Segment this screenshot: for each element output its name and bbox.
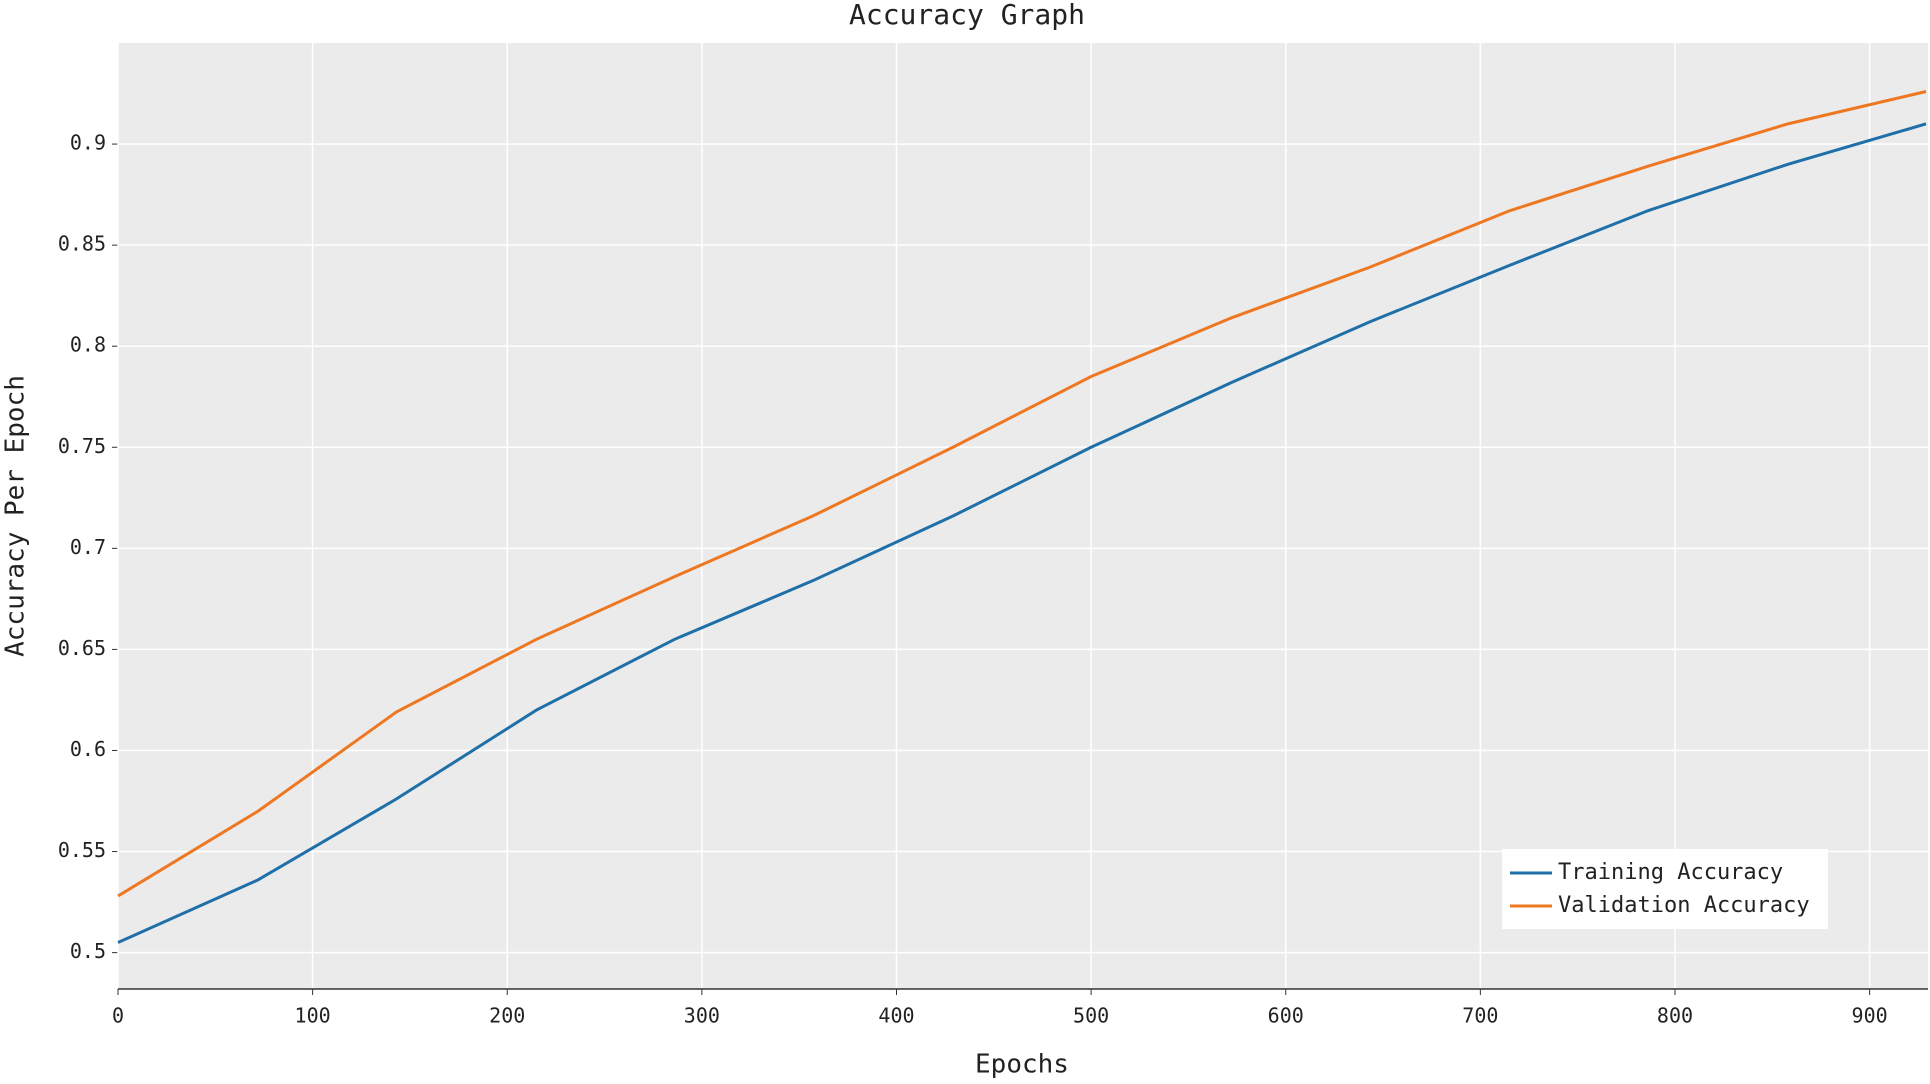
y-axis-label: Accuracy Per Epoch [1,375,31,657]
legend-label: Training Accuracy [1558,860,1783,885]
x-tick-label: 0 [112,1004,124,1028]
legend-box [1502,849,1828,929]
chart-title: Accuracy Graph [849,0,1085,31]
y-tick-label: 0.75 [58,434,106,458]
y-tick-label: 0.6 [70,737,106,761]
y-tick-label: 0.9 [70,131,106,155]
y-tick-label: 0.85 [58,232,106,256]
y-tick-label: 0.55 [58,838,106,862]
y-tick-label: 0.65 [58,636,106,660]
x-tick-label: 300 [684,1004,720,1028]
plot-area [118,43,1928,989]
data-line [117,122,1927,944]
legend-label: Validation Accuracy [1558,893,1810,918]
x-tick-label: 200 [489,1004,525,1028]
x-tick-label: 500 [1073,1004,1109,1028]
y-tick-label: 0.5 [70,939,106,963]
x-axis-label: Epochs [975,1050,1069,1080]
x-tick-label: 900 [1852,1004,1888,1028]
x-tick-label: 600 [1268,1004,1304,1028]
x-tick-label: 700 [1462,1004,1498,1028]
y-tick-label: 0.7 [70,535,106,559]
y-tick-label: 0.8 [70,333,106,357]
x-tick-label: 400 [878,1004,914,1028]
x-tick-label: 800 [1657,1004,1693,1028]
data-line [117,90,1927,898]
x-tick-label: 100 [295,1004,331,1028]
